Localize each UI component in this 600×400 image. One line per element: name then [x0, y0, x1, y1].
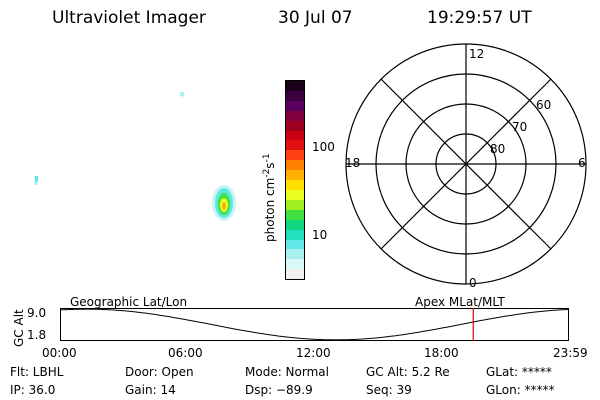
colorbar-segment: [286, 130, 304, 141]
orbit-y-axis-title: GC Alt: [12, 309, 26, 347]
colorbar-unit-label: photon cm-2s-1: [262, 153, 277, 242]
orbit-frame: [60, 308, 569, 341]
instrument-title: Ultraviolet Imager: [52, 8, 206, 28]
colorbar-segment: [286, 199, 304, 210]
mlt-label-0: 0: [469, 276, 477, 290]
info-glat: GLat: *****: [486, 365, 552, 379]
mlt-label-6: 6: [578, 156, 586, 170]
diagonal-line-2: [380, 78, 552, 250]
mlt-label-12: 12: [469, 47, 485, 61]
info-dsp: Dsp: −89.9: [245, 383, 313, 397]
orbit-x-tick-2359: 23:59: [553, 346, 588, 360]
orbit-left-label: Geographic Lat/Lon: [70, 295, 188, 309]
orbit-x-tick-0000: 00:00: [42, 346, 77, 360]
colorbar-segment: [286, 81, 304, 91]
colorbar-segment: [286, 269, 304, 280]
orbit-y-tick-1-8: 1.8: [27, 328, 47, 342]
info-ip: IP: 36.0: [10, 383, 56, 397]
colorbar-segment: [286, 239, 304, 250]
emission-spot-main: [212, 185, 236, 221]
info-seq: Seq: 39: [366, 383, 412, 397]
info-door: Door: Open: [125, 365, 194, 379]
mlt-label-18: 18: [345, 156, 361, 170]
lat-label-80: 80: [490, 142, 506, 156]
polar-grid: [345, 43, 587, 285]
colorbar-segment: [286, 249, 304, 260]
colorbar-segment: [286, 170, 304, 181]
info-mode: Mode: Normal: [245, 365, 329, 379]
orbit-plot: [60, 308, 569, 341]
info-filter: Flt: LBHL: [10, 365, 64, 379]
colorbar-tick-100: 100: [312, 140, 335, 154]
orbit-x-tick-1200: 12:00: [296, 346, 331, 360]
uv-image: [34, 92, 236, 221]
colorbar-segment: [286, 189, 304, 200]
colorbar-tick-10: 10: [312, 228, 328, 242]
colorbar-segment: [286, 160, 304, 171]
info-gc-alt: GC Alt: 5.2 Re: [366, 365, 450, 379]
orbit-x-tick-1800: 18:00: [424, 346, 459, 360]
orbit-x-tick-0600: 06:00: [168, 346, 203, 360]
colorbar-segment: [286, 110, 304, 121]
colorbar-segment: [286, 90, 304, 101]
colorbar-segment: [286, 180, 304, 190]
emission-spot-top: [180, 92, 184, 98]
colorbar-segment: [286, 100, 304, 111]
colorbar-segment: [286, 229, 304, 240]
orbit-y-tick-9: 9.0: [27, 306, 47, 320]
colorbar-segment: [286, 259, 304, 270]
date-label: 30 Jul 07: [278, 8, 353, 28]
colorbar: [285, 80, 305, 280]
lat-label-60: 60: [536, 98, 552, 112]
orbit-right-label: Apex MLat/MLT: [415, 295, 505, 309]
colorbar-segment: [286, 120, 304, 131]
colorbar-segment: [286, 140, 304, 151]
time-label: 19:29:57 UT: [427, 8, 532, 28]
colorbar-segment: [286, 209, 304, 220]
colorbar-segment: [286, 150, 304, 161]
info-gain: Gain: 14: [125, 383, 176, 397]
info-glon: GLon: *****: [486, 383, 555, 397]
lat-label-70: 70: [512, 120, 528, 134]
colorbar-segment: [286, 219, 304, 230]
orbit-altitude-curve: [60, 308, 569, 341]
emission-spot-left: [34, 176, 38, 185]
